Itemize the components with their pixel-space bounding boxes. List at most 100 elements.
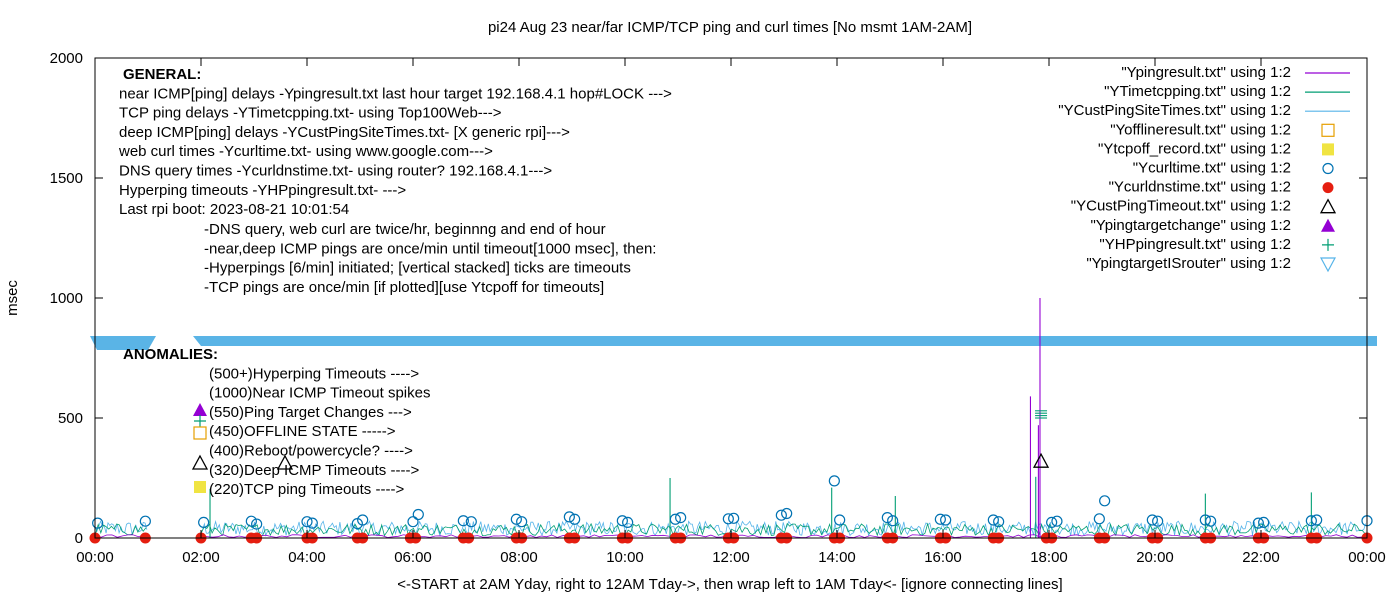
annotations-layer: GENERAL: near ICMP[ping] delays -Ypingres… — [118, 66, 672, 498]
series-5-point-12 — [465, 516, 477, 528]
annotation-anomaly-7: (220)TCP ping Timeouts ----> — [209, 481, 404, 498]
series-5-point-30 — [940, 514, 952, 526]
legend-label-7: "YCustPingTimeout.txt" using 1:2 — [1071, 198, 1291, 215]
series-5-point-26 — [834, 514, 846, 526]
series-5-point-16 — [569, 513, 581, 525]
series-5-point-32 — [993, 516, 1005, 528]
series-5-point-13 — [510, 513, 522, 525]
series-5-point-36 — [1099, 495, 1111, 507]
legend-swatch-3 — [1321, 123, 1335, 137]
axes-layer: 0 500 1000 1500 2000 00:00 02:00 04:00 06:00 08:0… — [50, 50, 1386, 566]
x-tick-label-5: 10:00 — [606, 549, 644, 566]
legend-label-5: "Ycurltime.txt" using 1:2 — [1133, 160, 1291, 177]
series-5-point-9 — [407, 516, 419, 528]
x-tick-label-1: 02:00 — [182, 549, 220, 566]
x-axis-label: <-START at 2AM Yday, right to 12AM Tday-… — [397, 576, 1062, 593]
series-5-point-20 — [675, 511, 687, 524]
x-tick-label-0: 00:00 — [76, 549, 114, 566]
annotation-general-2: TCP ping delays -YTimetcpping.txt- using… — [119, 105, 502, 122]
series-5-point-33 — [1046, 516, 1058, 529]
legend-label-0: "Ypingresult.txt" using 1:2 — [1121, 64, 1291, 81]
annotation-general-7: Last rpi boot: 2023-08-21 10:01:54 — [119, 201, 349, 218]
annotation-anomaly-0: ANOMALIES: — [123, 346, 218, 363]
anomaly-key-custtimeout-2 — [276, 454, 294, 470]
series-5-point-5 — [301, 516, 313, 528]
legend-swatch-9 — [1322, 238, 1334, 251]
legend-swatch-7 — [1319, 198, 1337, 214]
legend-swatch-10 — [1319, 257, 1337, 273]
series-5-point-28 — [887, 515, 899, 527]
series-5-point-24 — [781, 507, 793, 520]
series-5-point-43 — [1305, 515, 1317, 527]
annotation-anomaly-5: (400)Reboot/powercycle? ----> — [209, 443, 413, 460]
annotation-note-2: -Hyperpings [6/min] initiated; [vertical… — [204, 260, 631, 277]
y-tick-label-4: 2000 — [50, 50, 83, 67]
anomaly-key-custtimeout — [191, 454, 209, 470]
legend-label-9: "YHPpingresult.txt" using 1:2 — [1099, 236, 1291, 253]
series-5-point-31 — [987, 514, 999, 526]
y-axis-label: msec — [4, 280, 21, 316]
legend-label-1: "YTimetcpping.txt" using 1:2 — [1104, 83, 1291, 100]
annotation-note-3: -TCP pings are once/min [if plotted][use… — [204, 279, 604, 296]
legend-label-8: "Ypingtargetchange" using 1:2 — [1090, 217, 1291, 234]
legend-label-3: "Yofflineresult.txt" using 1:2 — [1110, 121, 1291, 138]
annotation-anomaly-4: (450)OFFLINE STATE -----> — [209, 423, 396, 440]
series-5-point-14 — [516, 516, 528, 528]
series-5-point-0 — [92, 517, 104, 529]
series-5-point-37 — [1146, 514, 1158, 526]
legend-swatch-4 — [1322, 143, 1334, 156]
x-tick-label-12: 00:00 — [1348, 549, 1386, 566]
annotation-anomaly-3: (550)Ping Target Changes ---> — [209, 404, 412, 421]
divider-band-left — [90, 336, 156, 350]
series-5-point-27 — [881, 511, 893, 524]
series-5-point-18 — [622, 516, 634, 529]
annotation-anomaly-6: (320)Deep ICMP Timeouts ----> — [209, 462, 419, 479]
y-tick-label-0: 0 — [75, 530, 83, 547]
series-5-point-35 — [1093, 513, 1105, 525]
annotation-anomaly-1: (500+)Hyperping Timeouts ----> — [209, 365, 419, 382]
x-tick-label-6: 12:00 — [712, 549, 750, 566]
series-7-point-0 — [1032, 452, 1050, 468]
annotation-general-5: DNS query times -Ycurldnstime.txt- using… — [119, 163, 552, 180]
annotation-note-0: -DNS query, web curl are twice/hr, begin… — [204, 221, 606, 238]
noise-tcp-ping — [95, 522, 1366, 537]
series-5-point-8 — [357, 514, 369, 526]
annotation-general-1: near ICMP[ping] delays -Ypingresult.txt … — [119, 85, 672, 102]
x-tick-label-11: 22:00 — [1242, 549, 1280, 566]
annotation-general-0: GENERAL: — [123, 66, 201, 83]
annotation-general-4: web curl times -Ycurltime.txt- using www… — [118, 143, 493, 160]
series-5-point-4 — [251, 518, 263, 530]
series-5-point-3 — [245, 515, 257, 527]
x-tick-label-4: 08:00 — [500, 549, 538, 566]
legend-swatch-8 — [1321, 218, 1335, 232]
series-5-point-42 — [1258, 516, 1270, 529]
y-tick-label-2: 1000 — [50, 290, 83, 307]
legend-label-4: "Ytcpoff_record.txt" using 1:2 — [1098, 140, 1291, 157]
y-tick-label-3: 1500 — [50, 170, 83, 187]
series-5-point-23 — [775, 509, 787, 521]
series-5-point-41 — [1252, 517, 1264, 529]
series-5-point-29 — [934, 513, 946, 525]
x-tick-label-3: 06:00 — [394, 549, 432, 566]
series-5-point-6 — [306, 517, 318, 529]
series-5-point-17 — [616, 515, 628, 527]
series-5-point-15 — [563, 511, 575, 523]
series-5-point-1 — [139, 515, 151, 527]
series-5-point-44 — [1311, 514, 1323, 526]
annotation-general-3: deep ICMP[ping] delays -YCustPingSiteTim… — [119, 124, 570, 141]
anomaly-key-offline — [193, 426, 207, 440]
series-5-point-11 — [457, 515, 469, 527]
anomaly-key-tcpoff — [194, 481, 206, 493]
series-5-point-40 — [1205, 515, 1217, 527]
x-tick-label-2: 04:00 — [288, 549, 326, 566]
series-5-point-2 — [198, 516, 210, 529]
x-tick-label-8: 16:00 — [924, 549, 962, 566]
x-tick-label-10: 20:00 — [1136, 549, 1174, 566]
series-5-point-39 — [1199, 514, 1211, 526]
legend-label-2: "YCustPingSiteTimes.txt" using 1:2 — [1058, 102, 1291, 119]
series-5-point-25 — [828, 475, 840, 487]
series-5-point-34 — [1051, 515, 1063, 527]
series-5-point-22 — [728, 512, 740, 524]
series-5-point-19 — [669, 513, 681, 525]
